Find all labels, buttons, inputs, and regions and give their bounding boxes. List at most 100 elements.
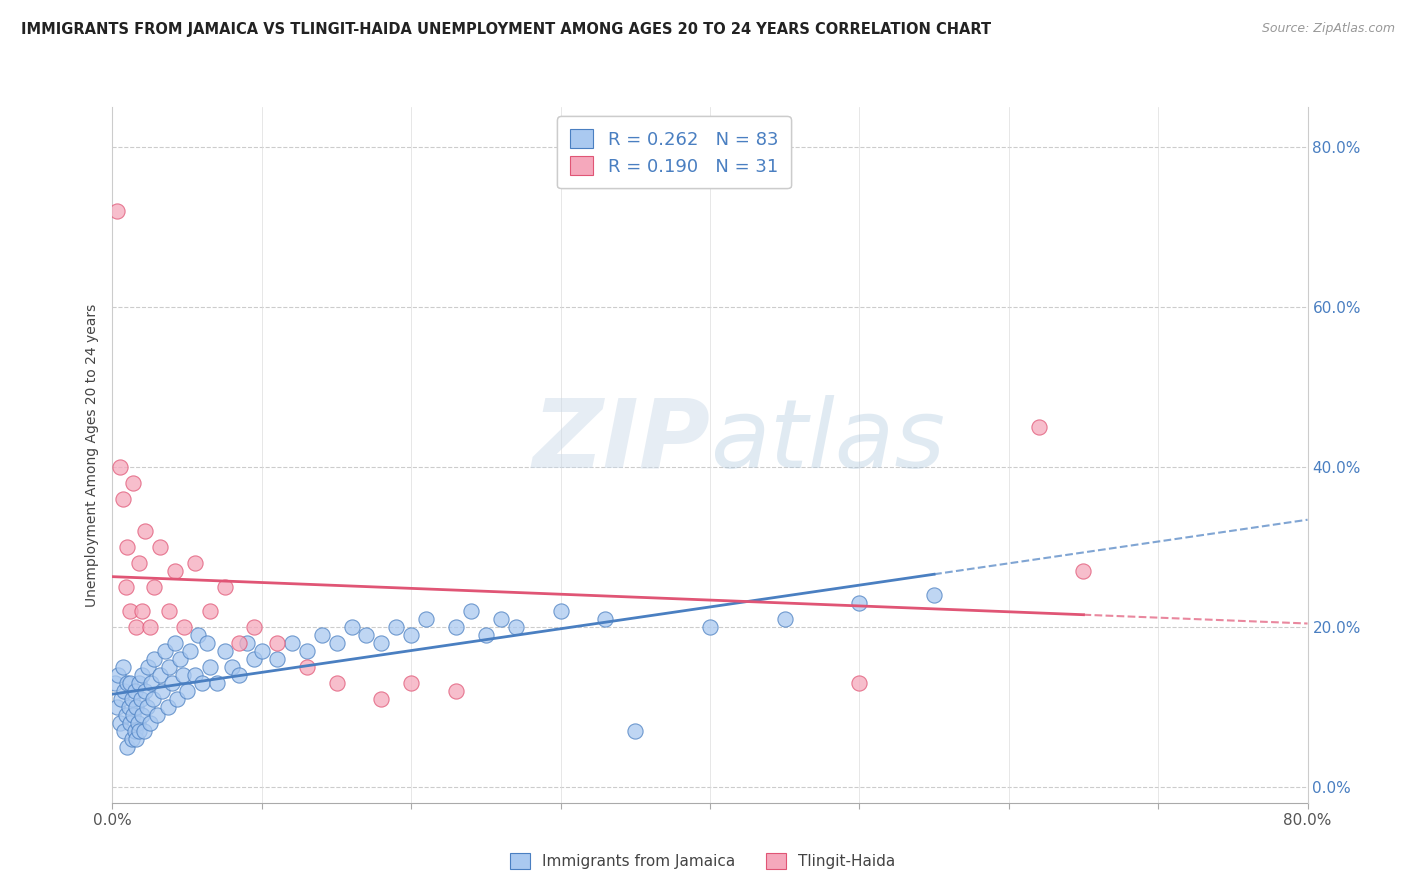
Point [105, 204, 128, 219]
Point [129, 691, 152, 706]
Point [150, 683, 173, 698]
Point [266, 636, 288, 650]
Point [128, 676, 150, 690]
Point [121, 731, 143, 746]
Point [114, 723, 135, 738]
Point [131, 668, 153, 682]
Point [444, 683, 467, 698]
Point [117, 676, 139, 690]
Point [122, 475, 145, 490]
Point [143, 652, 166, 666]
Point [149, 668, 172, 682]
Point [1073, 564, 1095, 578]
Point [172, 668, 194, 682]
Point [699, 620, 721, 634]
Point [118, 699, 141, 714]
Point [176, 683, 198, 698]
Point [385, 620, 408, 634]
Point [122, 707, 145, 722]
Text: ZIP: ZIP [531, 394, 710, 488]
Point [104, 676, 127, 690]
Point [138, 660, 160, 674]
Point [415, 612, 437, 626]
Point [131, 604, 153, 618]
Point [401, 676, 423, 690]
Point [773, 612, 796, 626]
Point [243, 652, 266, 666]
Point [214, 644, 236, 658]
Point [460, 604, 482, 618]
Point [191, 676, 214, 690]
Point [624, 723, 647, 738]
Point [173, 620, 195, 634]
Point [325, 676, 347, 690]
Point [166, 691, 188, 706]
Point [132, 723, 155, 738]
Point [214, 580, 236, 594]
Point [146, 707, 169, 722]
Point [198, 660, 221, 674]
Point [141, 676, 163, 690]
Point [505, 620, 527, 634]
Point [110, 691, 132, 706]
Point [121, 691, 143, 706]
Point [120, 676, 142, 690]
Point [139, 620, 162, 634]
Point [128, 556, 150, 570]
Point [228, 636, 250, 650]
Point [221, 660, 243, 674]
Point [124, 723, 146, 738]
Point [125, 731, 148, 746]
Point [295, 644, 318, 658]
Point [243, 620, 266, 634]
Point [169, 652, 191, 666]
Point [848, 596, 870, 610]
Point [356, 628, 378, 642]
Point [120, 604, 142, 618]
Text: IMMIGRANTS FROM JAMAICA VS TLINGIT-HAIDA UNEMPLOYMENT AMONG AGES 20 TO 24 YEARS : IMMIGRANTS FROM JAMAICA VS TLINGIT-HAIDA… [21, 22, 991, 37]
Point [179, 644, 201, 658]
Point [236, 636, 259, 650]
Point [205, 676, 228, 690]
Point [922, 588, 945, 602]
Point [325, 636, 347, 650]
Point [149, 540, 172, 554]
Point [107, 668, 129, 682]
Point [157, 604, 180, 618]
Point [124, 683, 146, 698]
Point [162, 676, 183, 690]
Point [187, 628, 209, 642]
Point [848, 676, 870, 690]
Point [165, 564, 187, 578]
Point [156, 699, 179, 714]
Y-axis label: Unemployment Among Ages 20 to 24 years: Unemployment Among Ages 20 to 24 years [84, 303, 98, 607]
Point [115, 580, 138, 594]
Point [183, 668, 205, 682]
Point [370, 691, 392, 706]
Point [153, 644, 176, 658]
Point [401, 628, 423, 642]
Point [550, 604, 572, 618]
Point [135, 699, 157, 714]
Point [117, 739, 139, 754]
Point [444, 620, 467, 634]
Point [195, 636, 218, 650]
Legend: R = 0.262   N = 83, R = 0.190   N = 31: R = 0.262 N = 83, R = 0.190 N = 31 [557, 116, 792, 188]
Point [139, 715, 162, 730]
Point [125, 699, 148, 714]
Point [183, 556, 205, 570]
Point [266, 652, 288, 666]
Point [115, 707, 138, 722]
Point [111, 660, 134, 674]
Point [250, 644, 273, 658]
Point [295, 660, 318, 674]
Point [105, 699, 128, 714]
Point [125, 620, 148, 634]
Point [198, 604, 221, 618]
Point [475, 628, 498, 642]
Point [157, 660, 180, 674]
Point [114, 683, 135, 698]
Point [595, 612, 617, 626]
Point [281, 636, 304, 650]
Point [142, 691, 165, 706]
